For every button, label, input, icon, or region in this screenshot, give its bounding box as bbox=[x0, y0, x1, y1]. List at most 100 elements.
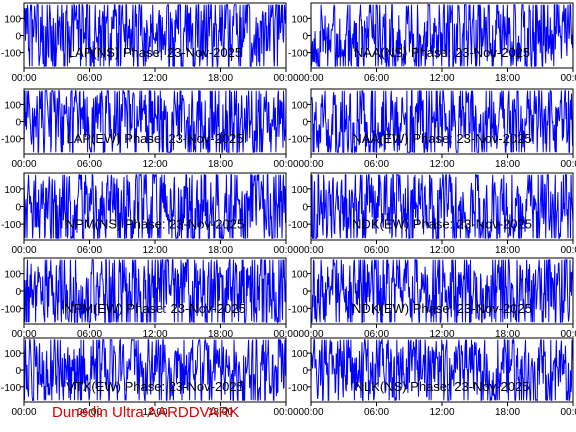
panel-title: NDK(EW) Phase: 23-Nov-2025 bbox=[352, 301, 532, 316]
x-tick-label: 00:00 bbox=[11, 73, 36, 84]
y-tick-label: -100 bbox=[1, 383, 21, 394]
x-tick-label: 00:00 bbox=[560, 245, 576, 256]
x-tick-label: 00:00 bbox=[298, 407, 323, 418]
x-tick-label: 12:00 bbox=[142, 159, 167, 170]
x-tick-label: 00:00 bbox=[560, 159, 576, 170]
y-tick-label: -100 bbox=[288, 135, 308, 146]
phase-series-line bbox=[311, 3, 573, 68]
y-tick-label: 100 bbox=[4, 270, 21, 281]
x-tick-label: 00:00 bbox=[560, 407, 576, 418]
x-tick-label: 00:00 bbox=[298, 329, 323, 340]
panel-title: VTX(EW) Phase: 23-Nov-2025 bbox=[66, 379, 244, 394]
panel-title: NAA(NS) Phase: 23-Nov-2025 bbox=[354, 45, 530, 60]
x-tick-label: 18:00 bbox=[495, 73, 520, 84]
panel-9: 100 0 -100 00:00 06:00 12:00 18:00 00:00 NLK(NS)… bbox=[288, 337, 576, 418]
y-tick-label: 100 bbox=[291, 185, 308, 196]
y-tick-label: 100 bbox=[291, 14, 308, 25]
phase-series-line bbox=[311, 90, 573, 153]
panel-0: 100 0 -100 00:00 06:00 12:00 18:00 00:00 LAP(NS)… bbox=[1, 2, 299, 84]
x-tick-label: 18:00 bbox=[208, 159, 233, 170]
phase-series-line bbox=[24, 173, 286, 240]
x-tick-label: 00:00 bbox=[560, 329, 576, 340]
phase-series-line bbox=[24, 259, 286, 324]
x-tick-label: 00:00 bbox=[298, 159, 323, 170]
panel-title: NDK(EW) Phase: 23-Nov-2025 bbox=[352, 217, 532, 232]
y-tick-label: 100 bbox=[4, 100, 21, 111]
panel-4: 100 0 -100 00:00 06:00 12:00 18:00 00:00 NPM(NS)… bbox=[1, 172, 299, 256]
x-tick-label: 12:00 bbox=[142, 245, 167, 256]
x-tick-label: 12:00 bbox=[142, 73, 167, 84]
panel-title: LAP(EW) Phase: 23-Nov-2025 bbox=[66, 131, 243, 146]
y-tick-label: 0 bbox=[302, 287, 308, 298]
x-tick-label: 12:00 bbox=[429, 73, 454, 84]
panel-3: 100 0 -100 00:00 06:00 12:00 18:00 00:00 NAA(EW)… bbox=[288, 88, 576, 170]
x-tick-label: 06:00 bbox=[364, 159, 389, 170]
x-tick-label: 18:00 bbox=[495, 245, 520, 256]
y-tick-label: 0 bbox=[302, 366, 308, 377]
y-tick-label: -100 bbox=[1, 135, 21, 146]
x-tick-label: 12:00 bbox=[429, 245, 454, 256]
x-tick-label: 06:00 bbox=[77, 407, 102, 418]
x-tick-label: 00:00 bbox=[273, 245, 298, 256]
x-tick-label: 06:00 bbox=[77, 73, 102, 84]
y-tick-label: 0 bbox=[15, 203, 21, 214]
x-tick-label: 06:00 bbox=[77, 329, 102, 340]
y-tick-label: 0 bbox=[15, 287, 21, 298]
panel-title: NLK(NS) Phase: 23-Nov-2025 bbox=[355, 379, 530, 394]
x-tick-label: 00:00 bbox=[298, 73, 323, 84]
x-tick-label: 06:00 bbox=[77, 245, 102, 256]
y-tick-label: 100 bbox=[4, 14, 21, 25]
x-tick-label: 12:00 bbox=[429, 329, 454, 340]
x-tick-label: 12:00 bbox=[142, 329, 167, 340]
y-tick-label: -100 bbox=[288, 383, 308, 394]
phase-series-line bbox=[24, 338, 286, 402]
phase-series-line bbox=[24, 3, 286, 68]
y-tick-label: 100 bbox=[4, 185, 21, 196]
phase-series-line bbox=[311, 173, 573, 240]
x-tick-label: 00:00 bbox=[11, 245, 36, 256]
panel-7: 100 0 -100 00:00 06:00 12:00 18:00 00:00 NDK(EW)… bbox=[288, 257, 576, 340]
x-tick-label: 18:00 bbox=[208, 407, 233, 418]
y-tick-label: 100 bbox=[291, 349, 308, 360]
x-tick-label: 00:00 bbox=[273, 407, 298, 418]
x-tick-label: 18:00 bbox=[208, 329, 233, 340]
x-tick-label: 00:00 bbox=[11, 407, 36, 418]
x-tick-label: 06:00 bbox=[77, 159, 102, 170]
phase-series-line bbox=[311, 338, 573, 402]
panel-title: LAP(NS) Phase: 23-Nov-2025 bbox=[68, 45, 242, 60]
y-tick-label: -100 bbox=[1, 220, 21, 231]
x-tick-label: 12:00 bbox=[429, 159, 454, 170]
y-tick-label: -100 bbox=[1, 49, 21, 60]
panel-8: 100 0 -100 00:00 06:00 12:00 18:00 00:00 VTX(EW)… bbox=[1, 337, 299, 418]
panel-title: NPM(NS) Phase: 23-Nov-2025 bbox=[66, 217, 244, 232]
y-tick-label: 100 bbox=[291, 270, 308, 281]
x-tick-label: 00:00 bbox=[298, 245, 323, 256]
x-tick-label: 00:00 bbox=[273, 73, 298, 84]
y-tick-label: -100 bbox=[288, 220, 308, 231]
panel-6: 100 0 -100 00:00 06:00 12:00 18:00 00:00 NPM(EW)… bbox=[1, 257, 299, 340]
panel-1: 100 0 -100 00:00 06:00 12:00 18:00 00:00 NAA(NS)… bbox=[288, 2, 576, 84]
x-tick-label: 18:00 bbox=[495, 329, 520, 340]
y-tick-label: -100 bbox=[288, 304, 308, 315]
x-tick-label: 18:00 bbox=[208, 73, 233, 84]
x-tick-label: 00:00 bbox=[560, 73, 576, 84]
x-tick-label: 18:00 bbox=[495, 407, 520, 418]
y-tick-label: 100 bbox=[291, 100, 308, 111]
y-tick-label: 0 bbox=[15, 366, 21, 377]
phase-series-line bbox=[24, 90, 286, 154]
x-tick-label: 12:00 bbox=[429, 407, 454, 418]
x-tick-label: 06:00 bbox=[364, 407, 389, 418]
y-tick-label: 0 bbox=[302, 32, 308, 43]
panel-title: NPM(EW) Phase: 23-Nov-2025 bbox=[64, 301, 245, 316]
x-tick-label: 06:00 bbox=[364, 73, 389, 84]
x-tick-label: 00:00 bbox=[273, 159, 298, 170]
x-tick-label: 00:00 bbox=[273, 329, 298, 340]
y-tick-label: -100 bbox=[288, 49, 308, 60]
panel-title: NAA(EW) Phase: 23-Nov-2025 bbox=[352, 131, 531, 146]
y-tick-label: 0 bbox=[15, 118, 21, 129]
x-tick-label: 12:00 bbox=[142, 407, 167, 418]
panel-5: 100 0 -100 00:00 06:00 12:00 18:00 00:00 NDK(EW)… bbox=[288, 172, 576, 256]
y-tick-label: 0 bbox=[302, 203, 308, 214]
y-tick-label: -100 bbox=[1, 304, 21, 315]
